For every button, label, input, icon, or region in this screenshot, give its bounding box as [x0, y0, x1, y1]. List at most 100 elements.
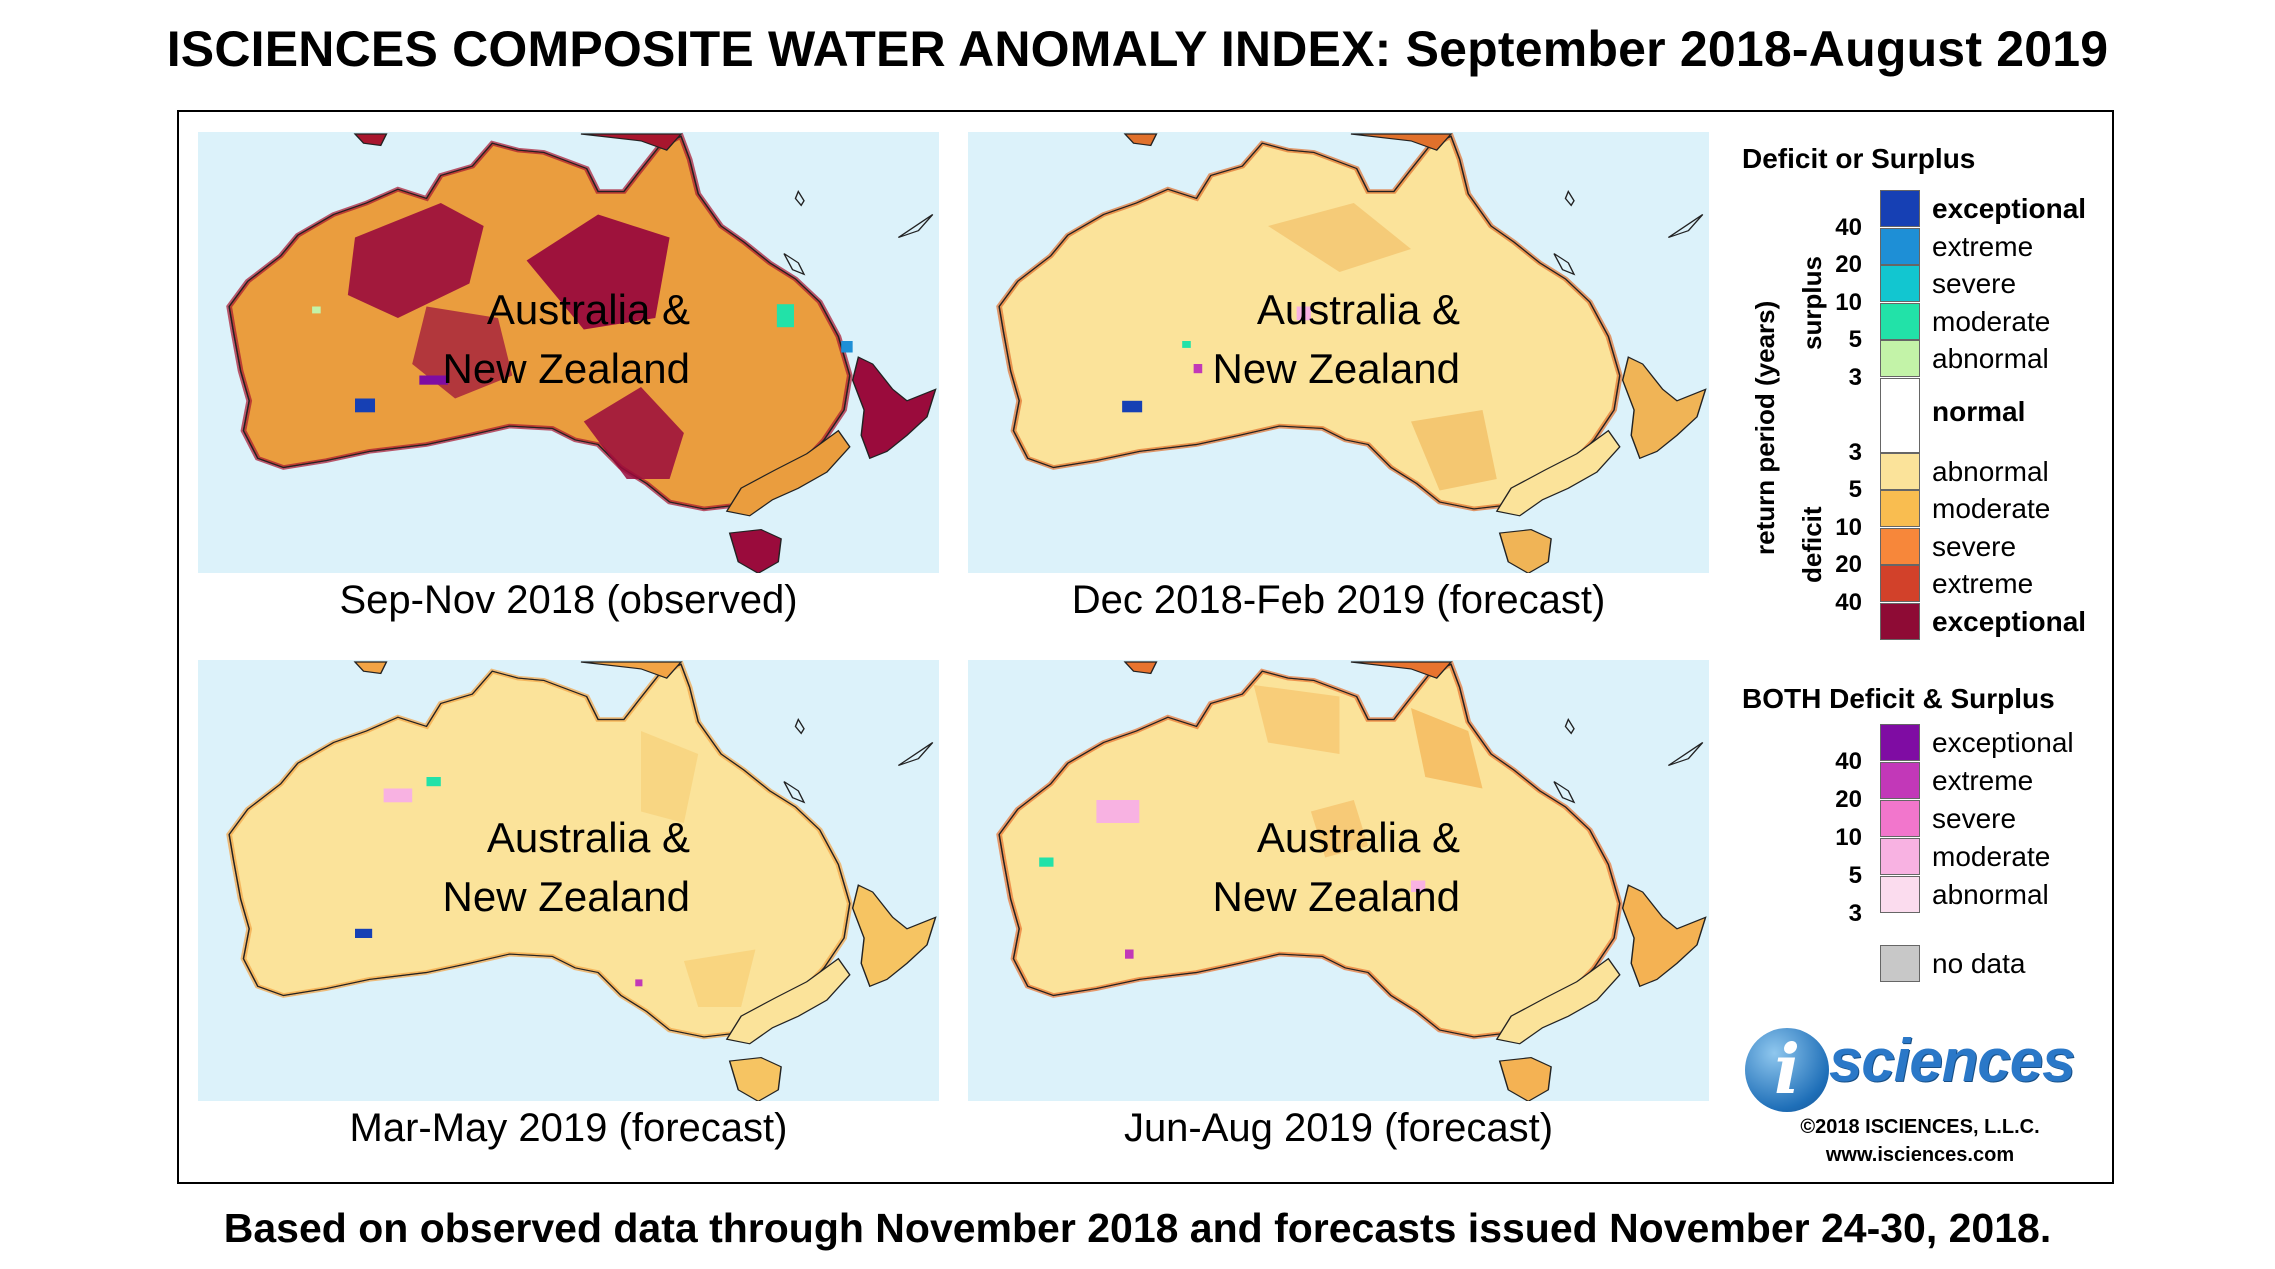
legend-label-both-abnormal: abnormal [1932, 879, 2049, 910]
tasmania [728, 1057, 782, 1101]
island [783, 253, 806, 276]
legend-swatch-deficit-moderate [1880, 490, 1920, 527]
legend-swatch-normal [1880, 377, 1920, 453]
island [1123, 661, 1158, 675]
legend-label-deficit-severe: severe [1932, 530, 2017, 562]
anomaly-cell [426, 777, 441, 787]
legend-tick-deficit: 10 [1835, 513, 1862, 541]
legend-tick-both: 3 [1848, 900, 1862, 927]
legend-tick-deficit: 5 [1848, 476, 1862, 503]
anomaly-region [641, 731, 699, 823]
anomaly-cell [1296, 306, 1311, 321]
region-label-line2: New Zealand [1212, 345, 1460, 392]
tasmania [1498, 529, 1552, 573]
legend-swatch-deficit-abnormal [1880, 452, 1920, 490]
island [1564, 718, 1575, 735]
anomaly-region [1268, 203, 1411, 272]
legend-tick-both: 10 [1835, 824, 1862, 851]
logo-i-icon: i [1745, 1028, 1829, 1112]
legend-tick-deficit: 40 [1835, 588, 1862, 616]
island [794, 190, 805, 207]
anomaly-cell [355, 928, 373, 938]
legend-tick-surplus: 5 [1848, 326, 1862, 353]
island [1553, 781, 1576, 804]
copyright-text: ©2018 ISCIENCES, L.L.C. [1800, 1116, 2040, 1138]
anomaly-cell [1122, 400, 1143, 413]
legend-tick-surplus: 10 [1835, 288, 1862, 316]
island [1667, 742, 1704, 767]
legend-swatch-surplus-exceptional [1880, 190, 1920, 227]
legend-swatch-deficit-severe [1880, 527, 1920, 565]
tasmania [1498, 1057, 1552, 1101]
legend-tick-both: 40 [1835, 748, 1862, 775]
new-zealand-south-island [1495, 429, 1621, 517]
footer-note: Based on observed data through November … [223, 1205, 2052, 1251]
anomaly-cell [1411, 880, 1426, 892]
legend-tick-deficit: 20 [1835, 551, 1862, 578]
legend-tick-surplus: 20 [1835, 251, 1862, 278]
legend-label-deficit-extreme: extreme [1932, 568, 2034, 599]
logo-text: sciences [1829, 1027, 2076, 1094]
legend-tick-deficit: 3 [1848, 438, 1862, 466]
legend-swatch-surplus-extreme [1880, 227, 1920, 265]
new-zealand-south-island [725, 429, 851, 517]
legend-label-both-severe: severe [1932, 803, 2017, 834]
new-guinea [1350, 661, 1453, 679]
legend-tick-surplus: 40 [1835, 213, 1862, 241]
new-zealand-north-island [1621, 884, 1707, 988]
anomaly-cell [419, 375, 448, 385]
new-zealand-south-island [725, 957, 851, 1045]
region-label-line2: New Zealand [442, 873, 690, 920]
region-label-line2: New Zealand [1212, 873, 1460, 920]
anomaly-cell [1182, 341, 1191, 348]
island [794, 718, 805, 735]
legend-label-surplus-moderate: moderate [1932, 305, 2051, 337]
page-title: ISCIENCES COMPOSITE WATER ANOMALY INDEX:… [166, 21, 2109, 77]
panel-label-dec-feb-2019: Dec 2018-Feb 2019 (forecast) [1071, 578, 1606, 622]
map-svg [226, 132, 937, 573]
island [353, 661, 388, 675]
legend-swatch-deficit-extreme [1880, 565, 1920, 602]
anomaly-cell [841, 341, 853, 353]
legend-swatch-no-data [1880, 945, 1920, 982]
legend-label-deficit-abnormal: abnormal [1932, 455, 2049, 487]
legend-tick-both: 20 [1835, 786, 1862, 813]
legend-title: Deficit or Surplus [1742, 143, 1976, 174]
legend-swatch-both-extreme [1880, 762, 1920, 799]
legend-label-surplus-exceptional: exceptional [1932, 193, 2087, 224]
legend-swatch-surplus-abnormal [1880, 340, 1920, 377]
legend-label-surplus-extreme: extreme [1932, 230, 2034, 262]
island [897, 742, 934, 767]
new-zealand-south-island [1495, 957, 1621, 1045]
australia-outline [998, 663, 1621, 1038]
new-zealand-north-island [1621, 356, 1707, 460]
anomaly-cell [1125, 949, 1134, 959]
anomaly-cell [776, 304, 795, 328]
map-panel-jun-aug-2019: Australia & New Zealand [968, 660, 1709, 1101]
new-guinea [1350, 133, 1453, 151]
new-guinea [580, 661, 683, 679]
legend-swatch-both-moderate [1880, 838, 1920, 875]
anomaly-region [683, 949, 756, 1007]
island [1123, 133, 1158, 147]
legend-label-deficit-exceptional: exceptional [1932, 605, 2087, 637]
legend-label-both-extreme: extreme [1932, 765, 2034, 796]
legend-swatch-both-severe [1880, 800, 1920, 837]
map-svg [996, 132, 1707, 573]
legend-label-no-data: no data [1932, 948, 2026, 979]
anomaly-region [1310, 800, 1369, 858]
legend-swatch-surplus-moderate [1880, 302, 1920, 340]
anomaly-cell [312, 306, 321, 314]
anomaly-region [1411, 410, 1497, 491]
legend-tick-surplus: 3 [1848, 363, 1862, 391]
map-svg [226, 660, 937, 1101]
new-guinea [580, 133, 683, 151]
legend-swatch-surplus-severe [1880, 265, 1920, 302]
australia-outline [228, 663, 851, 1038]
anomaly-cell [635, 979, 643, 987]
anomaly-region [526, 214, 670, 330]
australia-outline [998, 135, 1621, 510]
website-text: www.isciences.com [1825, 1144, 2015, 1166]
figure-frame [177, 110, 2114, 1184]
anomaly-cell [1039, 857, 1054, 867]
